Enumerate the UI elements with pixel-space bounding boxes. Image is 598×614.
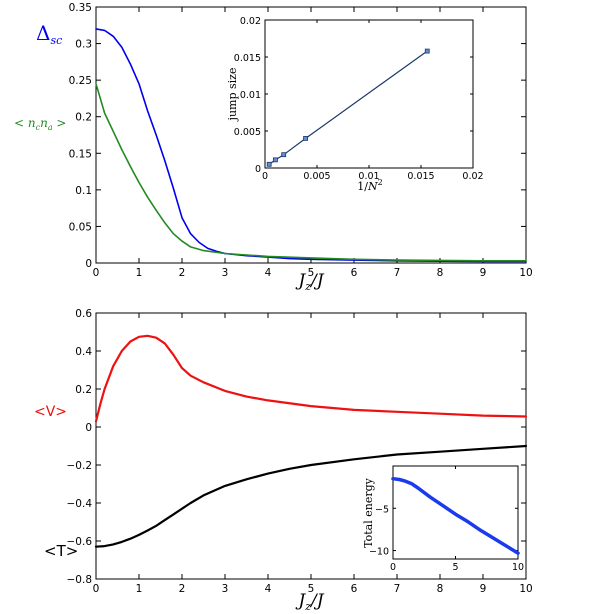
y-tick-label: 0 xyxy=(85,258,92,270)
x-tick-label: 10 xyxy=(512,562,524,573)
x-tick-label: 0 xyxy=(93,267,100,279)
series-label-V: <V> xyxy=(34,404,67,420)
x-tick-label: 4 xyxy=(265,267,272,279)
bottom-inset-ticks: 0 5 10 −10 −5 xyxy=(369,466,524,573)
top-inset-y-axis-label: jump size xyxy=(226,68,239,123)
y-tick-label: −0.6 xyxy=(67,536,93,548)
series-line-bottom-main-0 xyxy=(94,334,528,423)
x-tick-label: 9 xyxy=(480,583,487,595)
y-tick-label: 0.35 xyxy=(69,2,92,14)
y-tick-label: 0.4 xyxy=(75,346,92,358)
bottom-x-axis-label: Jz/J xyxy=(295,591,324,613)
y-tick-label: 0.05 xyxy=(69,221,92,233)
data-point xyxy=(266,161,272,167)
x-tick-label: 0.01 xyxy=(358,171,379,182)
x-tick-label: 6 xyxy=(351,267,358,279)
y-tick-label: −0.2 xyxy=(67,460,93,472)
top-inset-series xyxy=(266,48,430,167)
y-tick-label: 0 xyxy=(85,422,92,434)
x-tick-label: 4 xyxy=(265,583,272,595)
series-label-nc-na: < ncna > xyxy=(14,116,66,132)
bottom-chart-series xyxy=(94,334,528,548)
y-tick-label: 0.25 xyxy=(69,75,92,87)
y-tick-label: 0.1 xyxy=(75,185,92,197)
y-tick-label: 0.6 xyxy=(75,308,92,320)
series-label-delta-sc: Δsc xyxy=(36,21,62,47)
x-tick-label: 0 xyxy=(390,562,396,573)
x-tick-label: 6 xyxy=(351,583,358,595)
y-tick-label: −10 xyxy=(369,547,389,558)
series-line-bottom-inset-0 xyxy=(391,476,520,555)
data-point xyxy=(303,135,308,141)
y-tick-label: −0.4 xyxy=(67,498,93,510)
y-tick-label: 0.3 xyxy=(75,39,92,51)
series-line-top-main-1 xyxy=(95,83,527,262)
y-tick-label: 0 xyxy=(255,164,261,175)
x-tick-label: 7 xyxy=(394,583,401,595)
bottom-inset-chart: 0 5 10 −10 −5 Total energy xyxy=(362,465,524,573)
bottom-chart-ticks: 0 1 2 3 4 5 6 7 8 9 10 −0.8 −0.6 −0.4 −0.2 0 0.2 0.4 0.6 xyxy=(67,308,533,595)
x-tick-label: 0.005 xyxy=(303,171,330,182)
top-x-axis-label: Jz/J xyxy=(295,271,324,293)
x-tick-label: 0 xyxy=(262,171,268,182)
y-tick-label: 0.005 xyxy=(234,127,261,138)
x-tick-label: 7 xyxy=(394,267,401,279)
x-tick-label: 8 xyxy=(437,267,444,279)
x-tick-label: 2 xyxy=(179,583,186,595)
y-tick-label: −5 xyxy=(375,504,389,515)
y-tick-label: 0.01 xyxy=(240,90,261,101)
y-tick-label: 0.2 xyxy=(75,112,92,124)
x-tick-label: 5 xyxy=(308,583,315,595)
data-point xyxy=(272,157,278,163)
y-tick-label: 0.02 xyxy=(240,16,261,27)
x-tick-label: 0.02 xyxy=(462,171,483,182)
x-tick-label: 8 xyxy=(437,583,444,595)
top-chart-series xyxy=(95,28,527,263)
y-tick-label: 0.015 xyxy=(234,53,261,64)
series-label-T: <T> xyxy=(44,542,78,560)
y-tick-label: 0.15 xyxy=(69,148,92,160)
bottom-chart: 0 1 2 3 4 5 6 7 8 9 10 −0.8 −0.6 −0.4 −0.2 0 0.2 0.4 0.6 J… xyxy=(34,308,533,613)
x-tick-label: 9 xyxy=(480,267,487,279)
series-line-bottom-main-1 xyxy=(94,444,528,548)
top-chart: 0 1 2 3 4 5 6 7 8 9 10 0 0.05 0.1 0.15 0.2 0.25 0.3 0.35 J… xyxy=(14,2,533,293)
y-tick-label: −0.8 xyxy=(67,574,93,586)
top-inset-chart: 0 0.005 0.01 0.015 0.02 0 0.005 0.01 0.015 0.02 j… xyxy=(226,16,484,193)
x-tick-label: 5 xyxy=(308,267,315,279)
x-tick-label: 1 xyxy=(136,267,143,279)
bottom-inset-series xyxy=(391,476,520,555)
data-point xyxy=(424,48,430,54)
top-inset-ticks: 0 0.005 0.01 0.015 0.02 0 0.005 0.01 0.015 0.02 xyxy=(234,16,484,182)
y-tick-label: 0.2 xyxy=(75,384,92,396)
top-inset-x-axis-label: 1/N2 xyxy=(357,178,382,193)
x-tick-label: 3 xyxy=(222,267,229,279)
x-tick-label: 2 xyxy=(179,267,186,279)
bottom-inset-y-axis-label: Total energy xyxy=(362,477,375,548)
data-point xyxy=(281,152,287,158)
x-tick-label: 3 xyxy=(222,583,229,595)
x-tick-label: 10 xyxy=(519,583,532,595)
x-tick-label: 10 xyxy=(519,267,532,279)
x-tick-label: 0.015 xyxy=(407,171,434,182)
x-tick-label: 0 xyxy=(93,583,100,595)
x-tick-label: 1 xyxy=(136,583,143,595)
x-tick-label: 5 xyxy=(452,562,458,573)
